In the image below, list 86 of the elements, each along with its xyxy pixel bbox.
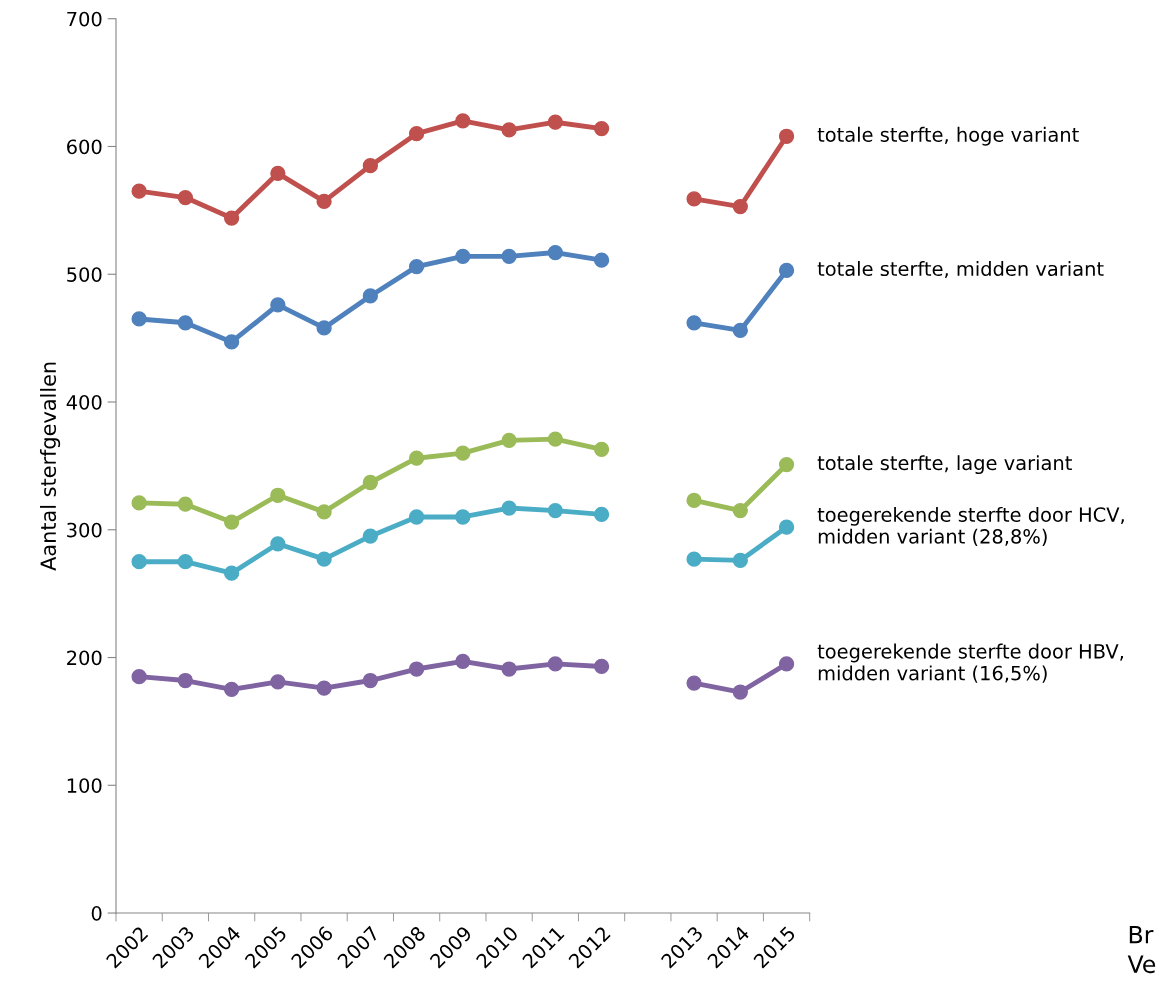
point <box>177 496 194 512</box>
y-axis-title: Aantal sterfgevallen <box>39 362 61 571</box>
point <box>223 565 240 581</box>
text: Br <box>1129 926 1154 944</box>
point <box>501 661 517 677</box>
point <box>732 198 748 215</box>
point <box>778 262 795 279</box>
point <box>177 554 194 570</box>
point <box>408 450 425 466</box>
point <box>223 210 240 226</box>
y-tick-label: 200 <box>67 650 102 666</box>
point <box>223 681 240 698</box>
point <box>408 258 425 275</box>
point <box>177 189 194 206</box>
series-label: toegerekende sterfte door HBV, midden variant (16,5%) <box>817 643 1123 683</box>
point <box>408 661 425 677</box>
point <box>455 509 471 525</box>
point <box>547 502 563 519</box>
point <box>593 658 610 675</box>
series-label: totale sterfte, lage variant <box>817 455 1072 475</box>
point <box>177 315 194 331</box>
point <box>362 672 378 689</box>
point <box>455 113 471 129</box>
point <box>501 432 517 448</box>
point <box>732 502 748 519</box>
point <box>362 474 378 491</box>
point <box>686 315 702 331</box>
point <box>223 334 240 350</box>
point <box>270 165 286 181</box>
point <box>455 248 471 265</box>
point <box>686 191 702 207</box>
point <box>501 500 517 516</box>
point <box>547 114 563 130</box>
point <box>408 126 425 142</box>
point <box>316 680 332 696</box>
point <box>732 684 748 700</box>
point <box>316 320 332 336</box>
point <box>131 311 147 327</box>
y-tick-label: 0 <box>91 905 102 921</box>
point <box>270 536 286 552</box>
y-tick-label: 500 <box>67 267 102 282</box>
series-label: totale sterfte, midden variant <box>817 261 1104 279</box>
point <box>593 441 610 457</box>
series-label: totale sterfte, hoge variant <box>817 126 1079 146</box>
point <box>408 509 425 525</box>
point <box>131 554 147 570</box>
point <box>455 445 471 461</box>
point <box>732 552 748 569</box>
point <box>316 504 332 520</box>
point <box>778 456 795 473</box>
point <box>131 495 147 511</box>
point <box>547 244 563 261</box>
point <box>778 128 795 144</box>
point <box>362 288 378 304</box>
point <box>593 252 610 268</box>
point <box>778 656 795 672</box>
y-tick-label: 100 <box>67 778 102 793</box>
series-label: toegerekende sterfte door HCV, midden variant (28,8%) <box>817 506 1124 547</box>
point <box>686 675 702 691</box>
y-tick-label: 700 <box>67 11 102 27</box>
point <box>547 656 563 672</box>
point <box>547 431 563 447</box>
point <box>316 551 332 567</box>
y-tick-label: 400 <box>66 394 102 410</box>
y-tick-label: 300 <box>67 522 102 538</box>
point <box>593 506 610 523</box>
text: Ve <box>1127 955 1156 974</box>
point <box>177 672 194 689</box>
point <box>455 653 471 669</box>
point <box>778 519 795 535</box>
point <box>732 322 748 339</box>
point <box>131 669 147 685</box>
point <box>223 514 240 530</box>
point <box>501 248 517 265</box>
point <box>501 122 517 138</box>
y-tick-label: 600 <box>67 139 102 155</box>
point <box>362 528 378 544</box>
point <box>270 297 286 313</box>
point <box>362 158 378 174</box>
point <box>270 674 286 690</box>
point <box>686 492 702 509</box>
point <box>316 193 332 210</box>
point <box>131 183 147 199</box>
point <box>686 551 702 567</box>
point <box>270 487 286 503</box>
point <box>593 120 610 137</box>
